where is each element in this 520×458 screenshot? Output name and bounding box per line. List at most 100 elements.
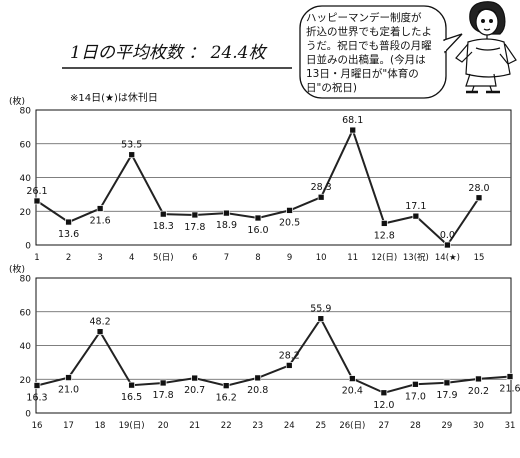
x-tick-label: 3 — [97, 253, 102, 263]
closure-note: ※14日(★)は休刊日 — [70, 92, 158, 104]
x-tick-label: 21 — [189, 421, 200, 431]
data-label: 16.3 — [26, 392, 47, 403]
x-tick-label: 31 — [505, 421, 516, 431]
data-label: 53.5 — [121, 140, 142, 151]
data-label: 28.3 — [311, 182, 332, 193]
data-point — [222, 382, 230, 390]
x-tick-label: 1 — [34, 253, 39, 263]
x-tick-label: 12(日) — [371, 253, 397, 263]
data-point — [159, 379, 167, 387]
data-label: 17.8 — [153, 390, 174, 401]
chart2-ylabel: (枚) — [9, 263, 25, 275]
x-tick-label: 4 — [129, 253, 134, 263]
mascot-illustration — [455, 1, 517, 94]
data-point — [380, 389, 388, 397]
x-tick-label: 29 — [442, 421, 453, 431]
data-point — [443, 379, 451, 387]
x-tick-label: 17 — [63, 421, 74, 431]
data-point — [412, 380, 419, 388]
data-label: 20.7 — [184, 385, 205, 396]
y-tick-label: 60 — [20, 308, 32, 318]
y-tick-label: 80 — [20, 107, 32, 117]
data-label: 16.5 — [121, 392, 142, 403]
data-point — [128, 151, 136, 159]
x-tick-label: 9 — [287, 253, 292, 263]
y-tick-label: 40 — [20, 174, 32, 184]
data-point — [412, 212, 420, 220]
x-tick-label: 2 — [66, 253, 71, 263]
chart1-y-ticks: 0 20 40 60 80 — [20, 107, 32, 252]
data-label: 0.0 — [440, 230, 455, 241]
bubble-line: 日並みの出稿量。(今月は — [306, 54, 426, 66]
x-tick-label: 15 — [474, 253, 485, 263]
data-label: 16.0 — [247, 225, 268, 236]
x-tick-label: 18 — [95, 421, 106, 431]
data-point — [286, 207, 293, 214]
data-label: 48.2 — [89, 317, 110, 328]
data-point — [33, 197, 41, 205]
bubble-text: ハッピーマンデー制度が 折込の世界でも定着したよ うだ。祝日でも普段の月曜 日並… — [306, 11, 441, 95]
x-tick-label: 10 — [316, 253, 327, 263]
data-label: 17.9 — [436, 390, 457, 401]
bubble-line: 13日・月曜日が"体育の — [306, 68, 419, 80]
x-tick-label: 20 — [158, 421, 169, 431]
data-label: 17.0 — [405, 391, 426, 402]
data-point — [285, 362, 293, 369]
data-label: 16.2 — [216, 393, 237, 404]
data-label: 28.2 — [279, 350, 300, 361]
data-point — [444, 241, 451, 249]
x-tick-label: 26(日) — [339, 421, 365, 431]
data-point — [96, 328, 104, 336]
y-tick-label: 0 — [25, 242, 31, 252]
bubble-line: ハッピーマンデー制度が — [306, 12, 422, 24]
y-tick-label: 60 — [20, 140, 32, 150]
chart2-points — [33, 315, 514, 397]
data-label: 18.9 — [216, 220, 237, 231]
chart-days-16-31: (枚) 0 20 40 60 80 16 17 18 19(日) 20 21 22 23 24 25 26(… — [9, 263, 520, 431]
data-point — [475, 375, 482, 383]
data-point — [33, 382, 41, 389]
x-tick-label: 28 — [410, 421, 421, 431]
x-tick-label: 13(祝) — [403, 252, 429, 263]
chart1-points — [33, 126, 483, 249]
data-point — [317, 193, 325, 201]
data-point — [349, 126, 357, 134]
data-point — [317, 315, 325, 323]
data-point — [254, 374, 262, 382]
data-point — [254, 214, 262, 222]
bubble-line: 折込の世界でも定着したよ — [306, 26, 432, 38]
x-tick-label: 22 — [221, 421, 232, 431]
data-point — [65, 218, 72, 226]
data-label: 20.2 — [468, 386, 489, 397]
y-tick-label: 40 — [20, 342, 32, 352]
chart1-data-labels: 26.1 13.6 21.6 53.5 18.3 17.8 18.9 16.0 20.5 28.3… — [26, 115, 489, 241]
data-label: 26.1 — [26, 186, 47, 197]
data-label: 20.8 — [247, 385, 268, 396]
x-tick-label: 30 — [473, 421, 484, 431]
data-label: 55.9 — [310, 304, 331, 315]
data-point — [96, 205, 104, 212]
chart2-x-ticks: 16 17 18 19(日) 20 21 22 23 24 25 26(日) 27 28 29 30 31 — [32, 421, 516, 431]
data-label: 21.6 — [90, 216, 111, 227]
x-tick-label: 7 — [224, 253, 229, 263]
x-tick-label: 5(日) — [153, 253, 174, 263]
data-point — [191, 374, 199, 382]
data-point — [475, 194, 483, 202]
page-title: 1日の平均枚数 ： 24.4枚 — [70, 43, 267, 63]
data-point — [348, 375, 356, 382]
data-point — [65, 374, 72, 381]
y-tick-label: 0 — [25, 410, 31, 420]
x-tick-label: 25 — [315, 421, 326, 431]
chart1-grid — [36, 143, 511, 212]
x-tick-label: 8 — [255, 253, 260, 263]
x-tick-label: 11 — [347, 253, 358, 263]
chart1-ylabel: (枚) — [9, 95, 25, 107]
data-point — [380, 220, 388, 227]
x-tick-label: 14(★) — [435, 253, 460, 263]
chart-days-1-15: (枚) 0 20 40 60 80 1 2 3 4 5(日) 6 7 8 9 10 11 12(日) 13(祝)… — [9, 95, 512, 263]
y-tick-label: 20 — [20, 208, 32, 218]
data-label: 12.8 — [374, 230, 395, 241]
data-point — [159, 210, 167, 218]
y-tick-label: 20 — [20, 376, 32, 386]
data-label: 18.3 — [153, 221, 174, 232]
